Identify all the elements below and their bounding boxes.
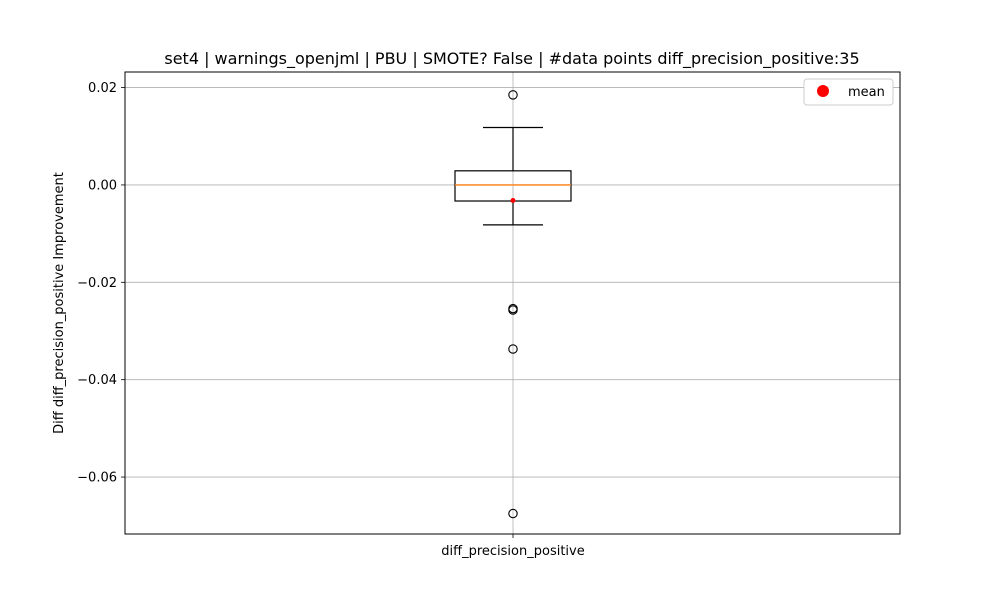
box-plot — [454, 90, 572, 519]
y-tick-label: −0.04 — [77, 373, 117, 388]
legend-frame — [803, 78, 894, 106]
y-tick-label: −0.06 — [77, 471, 117, 486]
x-axis: diff_precision_positive — [441, 534, 585, 559]
chart-title: set4 | warnings_openjml | PBU | SMOTE? F… — [164, 49, 859, 69]
outlier-point — [508, 90, 518, 100]
y-axis: 0.02 0.00 −0.02 −0.04 −0.06 — [77, 81, 125, 486]
outlier-point — [508, 344, 518, 354]
outlier-point — [508, 305, 518, 315]
y-axis-label: Diff diff_precision_positive Improvement — [52, 172, 67, 434]
y-tick-label: −0.02 — [77, 276, 117, 291]
outlier-point — [508, 508, 518, 519]
mean-marker — [510, 198, 516, 204]
plot-frame — [124, 71, 901, 535]
legend: mean — [803, 78, 894, 106]
legend-mean-marker — [817, 85, 829, 97]
y-tick-label: 0.02 — [88, 81, 117, 96]
legend-mean-label: mean — [848, 85, 885, 100]
x-tick-label: diff_precision_positive — [441, 544, 584, 559]
y-tick-label: 0.00 — [88, 178, 117, 193]
